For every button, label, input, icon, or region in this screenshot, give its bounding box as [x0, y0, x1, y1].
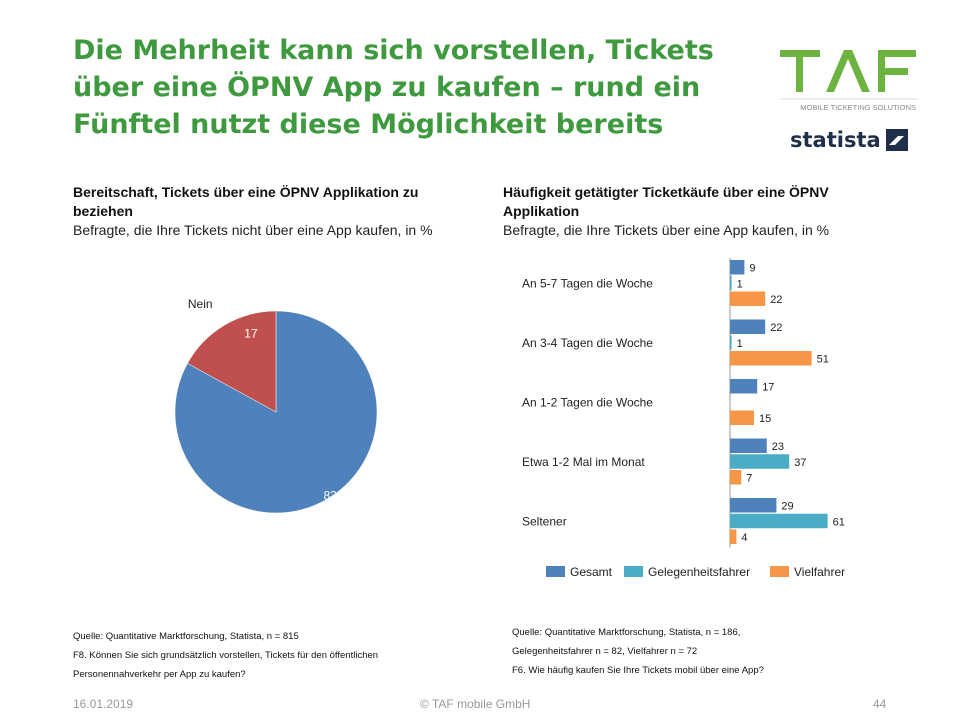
right-panel-subtitle: Befragte, die Ihre Tickets über eine App…: [503, 222, 830, 238]
statista-logo-text: statista: [790, 128, 881, 152]
bar-gelegenheitsfahrer: [730, 275, 732, 291]
right-source-line: Gelegenheitsfahrer n = 82, Vielfahrer n …: [512, 646, 698, 657]
bar-value-label: 61: [833, 516, 845, 528]
bar-value-label: 1: [737, 338, 743, 350]
taf-logo: MOBILE TICKETING SOLUTIONS: [780, 50, 918, 112]
bar-value-label: 1: [737, 278, 743, 290]
pie-value-label-ja: 83: [323, 488, 337, 502]
bar-vielfahrer: [730, 470, 742, 485]
bar-gesamt: [730, 260, 745, 275]
bar-value-label: 4: [741, 532, 747, 544]
bar-vielfahrer: [730, 410, 754, 425]
footer-page-number: 44: [873, 697, 887, 711]
bar-category-label: Seltener: [522, 515, 567, 529]
footer-date: 16.01.2019: [73, 697, 134, 711]
legend-swatch-gesamt: [546, 566, 565, 577]
pie-slice-nein: [187, 310, 277, 413]
right-source-line: Quelle: Quantitative Marktforschung, Sta…: [512, 627, 741, 638]
footer-copyright: © TAF mobile GmbH: [420, 697, 531, 711]
left-panel-subtitle: Befragte, die Ihre Tickets nicht über ei…: [73, 222, 433, 238]
bar-value-label: 51: [817, 354, 829, 366]
pie-category-label-nein: Nein: [188, 297, 213, 311]
page-title: Die Mehrheit kann sich vorstellen, Ticke…: [73, 32, 753, 143]
bar-vielfahrer: [730, 351, 812, 366]
bar-value-label: 15: [759, 413, 771, 425]
right-source: Quelle: Quantitative Marktforschung, Sta…: [512, 623, 764, 680]
title-line-2: über eine ÖPNV App zu kaufen – rund ein: [73, 72, 701, 103]
title-line-3: Fünftel nutzt diese Möglichkeit bereits: [73, 109, 664, 140]
left-source-line: F8. Können Sie sich grundsätzlich vorste…: [73, 650, 379, 661]
bar-value-label: 23: [772, 441, 784, 453]
bar-vielfahrer: [730, 529, 737, 544]
title-line-1: Die Mehrheit kann sich vorstellen, Ticke…: [73, 35, 714, 66]
bar-category-label: An 1-2 Tagen die Woche: [522, 396, 653, 410]
bar-value-label: 37: [794, 457, 806, 469]
right-panel-title: Häufigkeit getätigter Ticketkäufe über e…: [503, 184, 829, 219]
bar-category-label: An 3-4 Tagen die Woche: [522, 336, 653, 350]
left-source: Quelle: Quantitative Marktforschung, Sta…: [73, 627, 378, 684]
bar-gesamt: [730, 438, 767, 453]
bar-value-label: 17: [762, 382, 774, 394]
bar-value-label: 29: [781, 501, 793, 513]
legend-label-vielfahrer: Vielfahrer: [794, 565, 845, 579]
statista-logo: statista: [790, 128, 908, 152]
taf-logo-tagline: MOBILE TICKETING SOLUTIONS: [800, 103, 916, 112]
pie-chart: 83Ja17Nein: [174, 297, 378, 514]
bar-vielfahrer: [730, 291, 766, 306]
bar-value-label: 22: [770, 322, 782, 334]
bar-gelegenheitsfahrer: [730, 335, 732, 350]
bar-gesamt: [730, 498, 777, 513]
legend-swatch-gelegenheitsfahrer: [624, 566, 643, 577]
bar-value-label: 7: [746, 473, 752, 485]
bar-gesamt: [730, 319, 766, 334]
bar-gelegenheitsfahrer: [730, 454, 790, 469]
legend-swatch-vielfahrer: [770, 566, 789, 577]
right-source-line: F6. Wie häufig kaufen Sie Ihre Tickets m…: [512, 665, 764, 676]
left-panel-title: Bereitschaft, Tickets über eine ÖPNV App…: [73, 184, 419, 219]
bar-gesamt: [730, 379, 758, 394]
legend-label-gesamt: Gesamt: [570, 565, 613, 579]
left-source-line: Quelle: Quantitative Marktforschung, Sta…: [73, 631, 299, 642]
bar-value-label: 22: [770, 294, 782, 306]
pie-value-label-nein: 17: [244, 326, 258, 340]
bar-value-label: 9: [749, 263, 755, 275]
left-source-line: Personennahverkehr per App zu kaufen?: [73, 669, 246, 680]
bar-category-label: An 5-7 Tagen die Woche: [522, 277, 653, 291]
legend-label-gelegenheitsfahrer: Gelegenheitsfahrer: [648, 565, 750, 579]
bar-gelegenheitsfahrer: [730, 513, 828, 529]
bar-category-label: Etwa 1-2 Mal im Monat: [522, 455, 645, 469]
